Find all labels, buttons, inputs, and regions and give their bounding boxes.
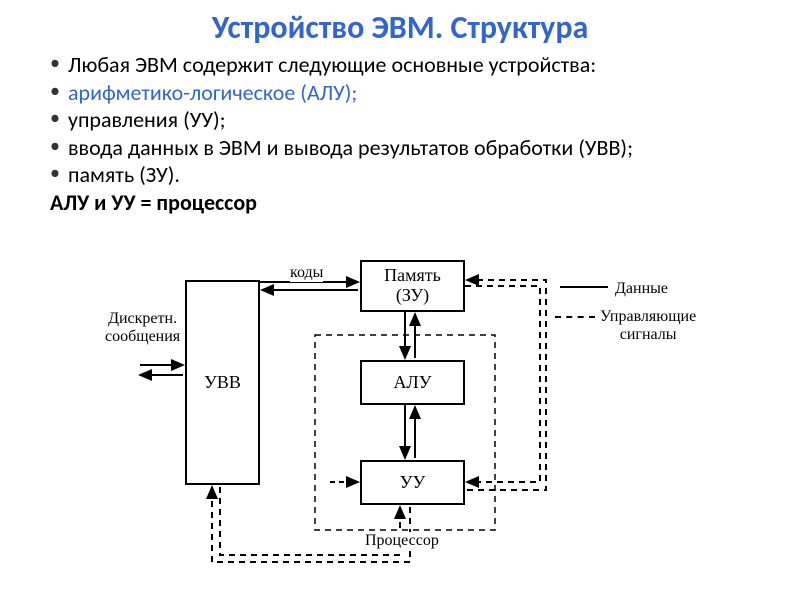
bullet-item: • Любая ЭВМ содержит следующие основные … xyxy=(50,51,770,79)
bullet-item: • ввода данных в ЭВМ и вывода результато… xyxy=(50,134,770,162)
bold-summary: АЛУ и УУ = процессор xyxy=(50,189,770,216)
bullet-text: арифметико-логическое (АЛУ); xyxy=(68,79,357,107)
bullet-text: ввода данных в ЭВМ и вывода результатов … xyxy=(68,134,633,162)
legend-ctrl-line xyxy=(555,316,595,318)
bullet-dot: • xyxy=(50,134,68,159)
label-discrete: Дискретн. сообщения xyxy=(105,310,180,346)
bullet-text: память (ЗУ). xyxy=(68,161,180,189)
bullet-text: управления (УУ); xyxy=(68,106,226,134)
block-alu: АЛУ xyxy=(360,360,465,405)
label-processor: Процессор xyxy=(365,532,439,550)
block-uu: УУ xyxy=(360,460,465,505)
page-title: Устройство ЭВМ. Структура xyxy=(0,0,800,51)
legend-data-label: Данные xyxy=(615,280,668,298)
block-uvv: УВВ xyxy=(185,280,260,485)
legend-data-line xyxy=(560,286,608,288)
legend-ctrl-label: Управляющие сигналы xyxy=(600,308,696,344)
evm-diagram: УВВ Память (ЗУ) АЛУ УУ Дискретн. сообщен… xyxy=(120,250,680,580)
bullet-dot: • xyxy=(50,161,68,186)
bullet-item: • память (ЗУ). xyxy=(50,161,770,189)
label-codes: коды xyxy=(290,264,323,282)
bullet-dot: • xyxy=(50,51,68,76)
bullet-item: • арифметико-логическое (АЛУ); xyxy=(50,79,770,107)
bullet-item: • управления (УУ); xyxy=(50,106,770,134)
block-memory: Память (ЗУ) xyxy=(360,260,465,312)
bullet-text: Любая ЭВМ содержит следующие основные ус… xyxy=(68,51,596,79)
bullet-dot: • xyxy=(50,106,68,131)
bullet-list: • Любая ЭВМ содержит следующие основные … xyxy=(0,51,800,216)
bullet-dot: • xyxy=(50,79,68,104)
